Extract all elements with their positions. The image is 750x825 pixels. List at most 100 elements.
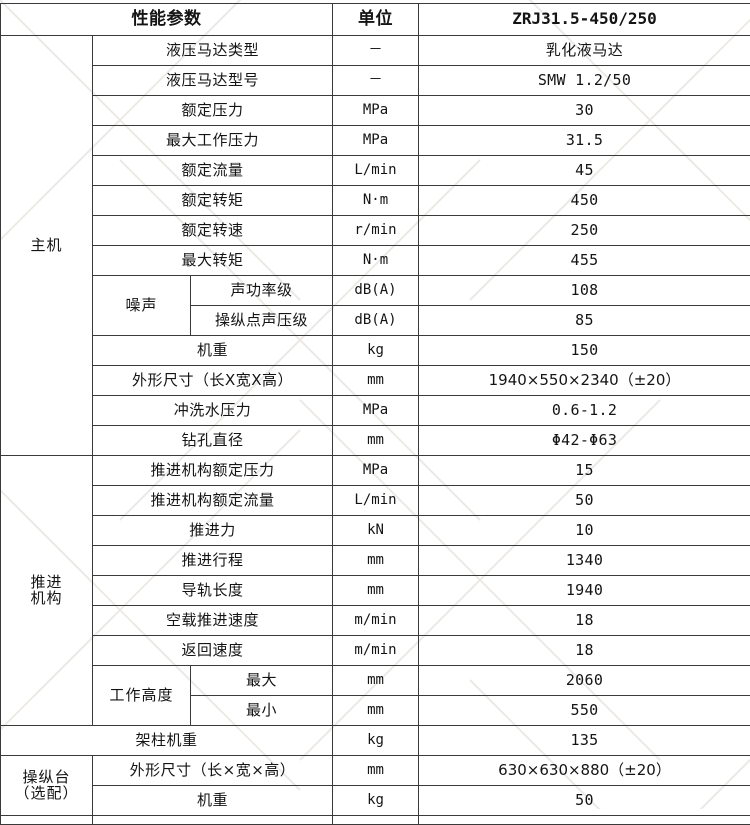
row-unit: kg	[333, 786, 419, 816]
row-unit: dB(A)	[333, 306, 419, 336]
row-item-label: 操纵点声压级	[191, 306, 333, 336]
partial-cell-unit	[333, 816, 419, 825]
row-unit: L/min	[333, 156, 419, 186]
specification-table: 性能参数 单位 ZRJ31.5-450/250 主机 液压马达类型 － 乳化液马…	[0, 3, 750, 825]
row-value: 1940×550×2340（±20）	[419, 366, 750, 396]
row-item-label: 最大	[191, 666, 333, 696]
row-value: 10	[419, 516, 750, 546]
row-value: 2060	[419, 666, 750, 696]
row-item-label: 空载推进速度	[93, 606, 333, 636]
row-item-label: 声功率级	[191, 276, 333, 306]
row-value: 31.5	[419, 126, 750, 156]
group-label-noise: 噪声	[93, 276, 191, 336]
row-unit: MPa	[333, 96, 419, 126]
row-value: 550	[419, 696, 750, 726]
table-row: 外形尺寸（长X宽X高） mm 1940×550×2340（±20）	[1, 366, 750, 396]
row-unit: mm	[333, 576, 419, 606]
row-item-label: 冲洗水压力	[93, 396, 333, 426]
row-unit: mm	[333, 756, 419, 786]
header-unit-label: 单位	[333, 4, 419, 36]
row-item-label: 外形尺寸（长X宽X高）	[93, 366, 333, 396]
partial-cell-item	[93, 816, 333, 825]
row-item-label: 钻孔直径	[93, 426, 333, 456]
table-row: 机重 kg 150	[1, 336, 750, 366]
table-row: 最大工作压力 MPa 31.5	[1, 126, 750, 156]
table-row: 冲洗水压力 MPa 0.6-1.2	[1, 396, 750, 426]
row-item-label: 推进力	[93, 516, 333, 546]
row-unit: kN	[333, 516, 419, 546]
row-item-label: 架柱机重	[1, 726, 333, 756]
category-feed-mechanism: 推进 机构	[1, 456, 93, 726]
category-console: 操纵台 （选配）	[1, 756, 93, 816]
row-item-label: 机重	[93, 786, 333, 816]
table-row: 钻孔直径 mm Φ42-Φ63	[1, 426, 750, 456]
row-value: 30	[419, 96, 750, 126]
table-row: 推进机构额定流量 L/min 50	[1, 486, 750, 516]
row-value: 45	[419, 156, 750, 186]
row-value: 450	[419, 186, 750, 216]
partial-cell-value	[419, 816, 750, 825]
row-item-label: 机重	[93, 336, 333, 366]
row-item-label: 推进机构额定流量	[93, 486, 333, 516]
row-unit: mm	[333, 666, 419, 696]
row-value: 50	[419, 786, 750, 816]
table-row: 额定流量 L/min 45	[1, 156, 750, 186]
row-item-label: 最大工作压力	[93, 126, 333, 156]
group-label-working-height: 工作高度	[93, 666, 191, 726]
table-row: 工作高度 最大 mm 2060	[1, 666, 750, 696]
header-parameter-label: 性能参数	[1, 4, 333, 36]
row-unit: －	[333, 36, 419, 66]
row-value: 1940	[419, 576, 750, 606]
row-value: 0.6-1.2	[419, 396, 750, 426]
table-row: 推进 机构 推进机构额定压力 MPa 15	[1, 456, 750, 486]
row-item-label: 额定流量	[93, 156, 333, 186]
row-unit: m/min	[333, 606, 419, 636]
table-row: 机重 kg 50	[1, 786, 750, 816]
row-unit: mm	[333, 546, 419, 576]
row-unit: mm	[333, 366, 419, 396]
row-item-label: 最大转矩	[93, 246, 333, 276]
row-value: 250	[419, 216, 750, 246]
category-console-line2: （选配）	[3, 786, 90, 802]
row-unit: kg	[333, 336, 419, 366]
partial-cell-category	[1, 816, 93, 825]
row-unit: kg	[333, 726, 419, 756]
row-unit: r/min	[333, 216, 419, 246]
table-row: 液压马达型号 － SMW 1.2/50	[1, 66, 750, 96]
row-value: 18	[419, 606, 750, 636]
table-row: 空载推进速度 m/min 18	[1, 606, 750, 636]
row-unit: L/min	[333, 486, 419, 516]
table-row: 操纵台 （选配） 外形尺寸（长×宽×高） mm 630×630×880（±20）	[1, 756, 750, 786]
table-row: 架柱机重 kg 135	[1, 726, 750, 756]
row-value: 150	[419, 336, 750, 366]
header-model-label: ZRJ31.5-450/250	[419, 4, 750, 36]
row-value: 455	[419, 246, 750, 276]
row-value: SMW 1.2/50	[419, 66, 750, 96]
table-row: 推进力 kN 10	[1, 516, 750, 546]
table-row: 噪声 声功率级 dB(A) 108	[1, 276, 750, 306]
row-unit: MPa	[333, 126, 419, 156]
row-item-label: 外形尺寸（长×宽×高）	[93, 756, 333, 786]
table-row: 额定转速 r/min 250	[1, 216, 750, 246]
table-row: 最大转矩 N·m 455	[1, 246, 750, 276]
row-unit: N·m	[333, 246, 419, 276]
row-item-label: 返回速度	[93, 636, 333, 666]
row-item-label: 额定转速	[93, 216, 333, 246]
row-value: 630×630×880（±20）	[419, 756, 750, 786]
row-value: 乳化液马达	[419, 36, 750, 66]
row-unit: m/min	[333, 636, 419, 666]
row-item-label: 额定转矩	[93, 186, 333, 216]
row-value: 108	[419, 276, 750, 306]
row-item-label: 额定压力	[93, 96, 333, 126]
row-item-label: 液压马达型号	[93, 66, 333, 96]
table-row: 返回速度 m/min 18	[1, 636, 750, 666]
table-row: 额定压力 MPa 30	[1, 96, 750, 126]
row-unit: dB(A)	[333, 276, 419, 306]
row-unit: mm	[333, 426, 419, 456]
category-main-machine: 主机	[1, 36, 93, 456]
row-unit: N·m	[333, 186, 419, 216]
table-row: 导轨长度 mm 1940	[1, 576, 750, 606]
row-item-label: 液压马达类型	[93, 36, 333, 66]
row-value: 135	[419, 726, 750, 756]
